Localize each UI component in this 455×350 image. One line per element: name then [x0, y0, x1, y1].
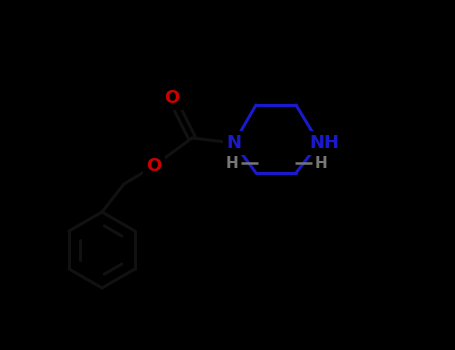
Text: H: H	[226, 155, 238, 170]
Text: NH: NH	[309, 134, 339, 152]
Text: O: O	[147, 157, 162, 175]
Text: N: N	[227, 134, 242, 152]
Text: O: O	[164, 89, 180, 107]
Text: H: H	[314, 155, 328, 170]
